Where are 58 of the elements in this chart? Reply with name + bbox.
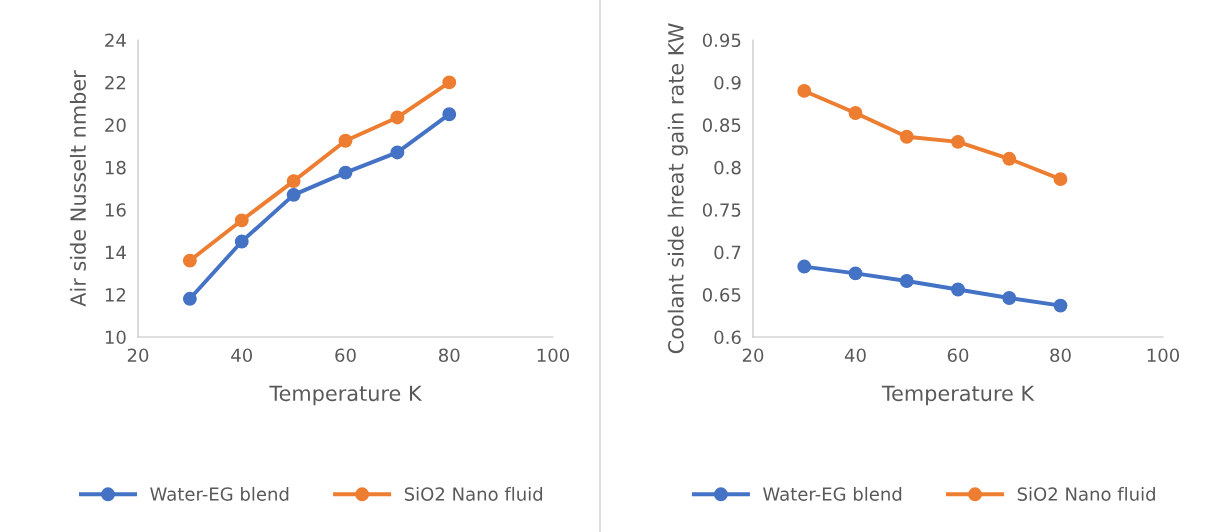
y-tick-label: 14 bbox=[105, 245, 126, 259]
x-axis-title: Temperature K bbox=[269, 385, 423, 406]
x-tick-label: 80 bbox=[438, 348, 460, 363]
x-tick-label: 60 bbox=[947, 348, 969, 363]
x-tick-label: 60 bbox=[335, 348, 356, 363]
y-tick-label: 0.65 bbox=[702, 288, 741, 302]
legend-label: Water-EG blend bbox=[150, 486, 289, 501]
point bbox=[1002, 291, 1017, 305]
x-tick-label: 80 bbox=[1050, 348, 1071, 363]
point bbox=[234, 234, 249, 249]
x-tick-label: 20 bbox=[127, 348, 149, 363]
y-tick-label: 0.6 bbox=[714, 330, 741, 345]
point bbox=[797, 259, 812, 274]
point bbox=[234, 213, 249, 228]
y-tick-label: 0.7 bbox=[714, 245, 741, 260]
y-tick-label: 12 bbox=[105, 288, 126, 302]
y-tick-label: 20 bbox=[105, 118, 126, 132]
point bbox=[797, 83, 812, 98]
y-tick-label: 10 bbox=[105, 330, 126, 345]
point bbox=[951, 282, 965, 297]
point bbox=[1002, 151, 1017, 166]
y-tick-label: 0.85 bbox=[702, 118, 741, 132]
x-tick-label: 40 bbox=[231, 348, 253, 363]
y-tick-label: 0.95 bbox=[702, 33, 741, 48]
x-tick-label: 40 bbox=[844, 348, 866, 363]
y-axis-title: Coolant side hreat gain rate KW bbox=[667, 23, 688, 354]
point bbox=[899, 129, 914, 144]
point bbox=[338, 165, 353, 180]
point bbox=[442, 107, 457, 122]
y-tick-label: 0.75 bbox=[702, 203, 741, 217]
point bbox=[286, 174, 301, 189]
y-tick-label: 18 bbox=[105, 160, 126, 175]
point bbox=[1053, 298, 1068, 313]
point bbox=[951, 134, 965, 149]
y-tick-label: 24 bbox=[105, 33, 126, 47]
y-axis-title: Air side Nusselt nmber bbox=[69, 70, 86, 307]
legend-label: SiO2 Nano fluid bbox=[1017, 486, 1155, 501]
point bbox=[848, 266, 863, 281]
y-tick-label: 0.8 bbox=[714, 160, 741, 175]
point bbox=[442, 75, 457, 90]
point bbox=[1053, 172, 1068, 187]
point bbox=[182, 291, 197, 306]
x-tick-label: 20 bbox=[742, 348, 764, 363]
point bbox=[899, 274, 914, 288]
point bbox=[338, 133, 353, 148]
x-tick-label: 100 bbox=[1147, 348, 1180, 363]
point bbox=[182, 253, 197, 268]
point bbox=[390, 110, 405, 125]
legend-label: Water-EG blend bbox=[763, 486, 902, 501]
legend-label: SiO2 Nano fluid bbox=[404, 486, 543, 501]
y-tick-label: 16 bbox=[105, 203, 126, 217]
point bbox=[390, 145, 405, 160]
y-tick-label: 22 bbox=[105, 75, 126, 90]
y-tick-label: 0.9 bbox=[714, 75, 741, 90]
x-tick-label: 100 bbox=[537, 348, 570, 363]
point bbox=[286, 187, 301, 202]
point bbox=[848, 106, 863, 120]
x-axis-title: Temperature K bbox=[881, 385, 1035, 406]
